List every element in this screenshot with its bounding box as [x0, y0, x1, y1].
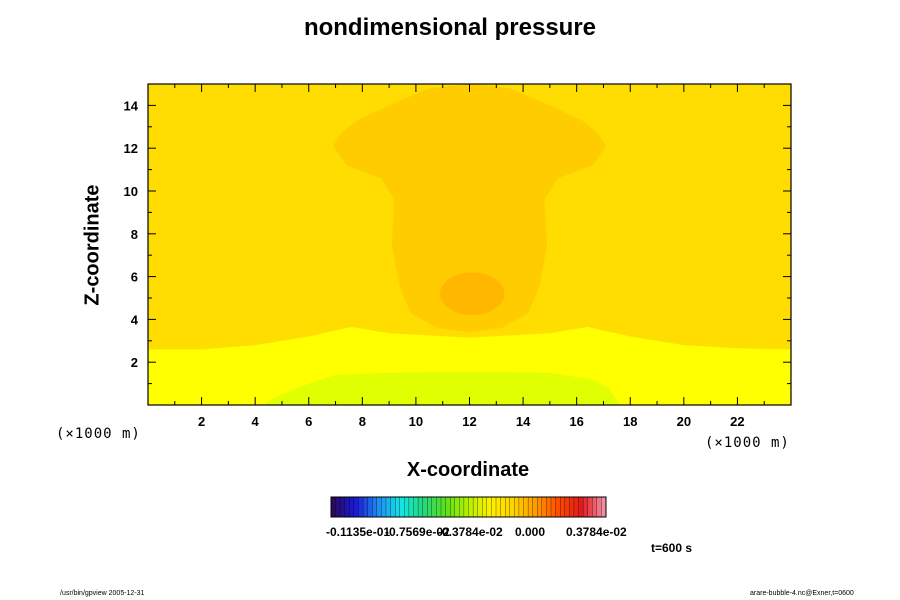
colorbar-frame — [330, 496, 607, 518]
colorbar-swatch — [573, 496, 579, 518]
x-tick-label: 22 — [730, 414, 744, 429]
y-tick-label: 2 — [131, 355, 138, 370]
colorbar-swatch — [390, 496, 396, 518]
colorbar-swatch — [596, 496, 602, 518]
colorbar-swatch — [395, 496, 401, 518]
colorbar-swatch — [555, 496, 561, 518]
x-axis-label: X-coordinate — [406, 459, 530, 481]
y-tick-label: 14 — [124, 98, 139, 113]
colorbar-swatch — [459, 496, 465, 518]
colorbar-swatch — [372, 496, 378, 518]
colorbar-swatch — [477, 496, 483, 518]
x-tick-label: 10 — [409, 414, 423, 429]
colorbar-swatch — [537, 496, 543, 518]
colorbar-swatch — [385, 496, 392, 518]
colorbar-swatch — [468, 496, 474, 518]
colorbar-swatch — [344, 496, 350, 518]
colorbar — [330, 496, 607, 518]
colorbar-swatch — [587, 496, 593, 518]
colorbar-swatch — [335, 496, 341, 518]
colorbar-swatch — [362, 496, 369, 518]
contour-lowest — [263, 371, 620, 405]
colorbar-swatch — [417, 496, 424, 518]
colorbar-swatch — [381, 496, 387, 518]
colorbar-swatch — [546, 496, 552, 518]
colorbar-label: 0.3784e-02 — [566, 525, 627, 539]
colorbar-swatch — [491, 496, 497, 518]
colorbar-swatch — [413, 496, 419, 518]
colorbar-label: -0.3784e-02 — [438, 525, 503, 539]
x-tick-label: 14 — [516, 414, 531, 429]
time-label: t=600 s — [651, 541, 693, 555]
colorbar-swatch — [427, 496, 433, 518]
x-tick-label: 18 — [623, 414, 637, 429]
colorbar-swatch — [445, 496, 451, 518]
colorbar-swatch — [550, 496, 557, 518]
colorbar-swatch — [564, 496, 570, 518]
colorbar-swatch — [472, 496, 479, 518]
colorbar-label: -0.7569e-02 — [385, 525, 450, 539]
colorbar-swatch — [358, 496, 364, 518]
colorbar-swatch — [340, 496, 346, 518]
chart-title: nondimensional pressure — [303, 14, 597, 41]
footer-left: /usr/bin/gpview 2005-12-31 — [60, 590, 145, 597]
x-axis-unit: (×1000 m) — [705, 435, 790, 451]
y-tick-label: 6 — [131, 270, 138, 285]
x-tick-label: 2 — [198, 414, 205, 429]
colorbar-swatch — [518, 496, 524, 518]
colorbar-swatch — [560, 496, 566, 518]
colorbar-swatch — [450, 496, 456, 518]
colorbar-swatch — [454, 496, 460, 518]
colorbar-swatch — [330, 496, 337, 518]
y-tick-label: 8 — [131, 227, 138, 242]
colorbar-swatch — [353, 496, 359, 518]
colorbar-swatch — [582, 496, 589, 518]
colorbar-swatch — [431, 496, 437, 518]
colorbar-swatch — [509, 496, 515, 518]
x-tick-label: 20 — [677, 414, 691, 429]
colorbar-label: 0.000 — [515, 525, 546, 539]
colorbar-swatch — [486, 496, 492, 518]
contour-plume — [332, 84, 607, 333]
colorbar-swatch — [408, 496, 414, 518]
colorbar-swatch — [592, 496, 598, 518]
colorbar-swatch — [367, 496, 373, 518]
colorbar-swatch — [500, 496, 506, 518]
x-tick-label: 4 — [252, 414, 260, 429]
colorbar-swatch — [541, 496, 547, 518]
contour-field — [148, 84, 791, 405]
colorbar-swatch — [440, 496, 447, 518]
y-axis-unit: (×1000 m) — [56, 426, 141, 442]
y-tick-label: 10 — [124, 184, 138, 199]
x-tick-label: 16 — [569, 414, 583, 429]
colorbar-swatch — [376, 496, 382, 518]
colorbar-label: -0.1135e-01 — [326, 525, 391, 539]
colorbar-swatch — [349, 496, 355, 518]
colorbar-swatch — [422, 496, 428, 518]
footer-right: arare-bubble-4.nc@Exner,t=0600 — [750, 590, 854, 597]
contour-core — [440, 272, 505, 316]
colorbar-swatch — [482, 496, 488, 518]
colorbar-swatch — [399, 496, 405, 518]
y-axis-label: Z-coordinate — [81, 184, 104, 306]
x-tick-label: 6 — [305, 414, 312, 429]
colorbar-swatch — [505, 496, 511, 518]
colorbar-swatch — [514, 496, 520, 518]
colorbar-swatch — [569, 496, 575, 518]
x-tick-label: 8 — [359, 414, 366, 429]
colorbar-swatch — [523, 496, 529, 518]
y-tick-label: 4 — [131, 312, 139, 327]
colorbar-swatch — [578, 496, 584, 518]
colorbar-swatch — [527, 496, 534, 518]
x-tick-label: 12 — [462, 414, 476, 429]
colorbar-swatch — [532, 496, 538, 518]
colorbar-swatch — [495, 496, 502, 518]
colorbar-swatch — [463, 496, 469, 518]
colorbar-swatch — [404, 496, 410, 518]
y-tick-label: 12 — [124, 141, 138, 156]
colorbar-swatch — [436, 496, 442, 518]
